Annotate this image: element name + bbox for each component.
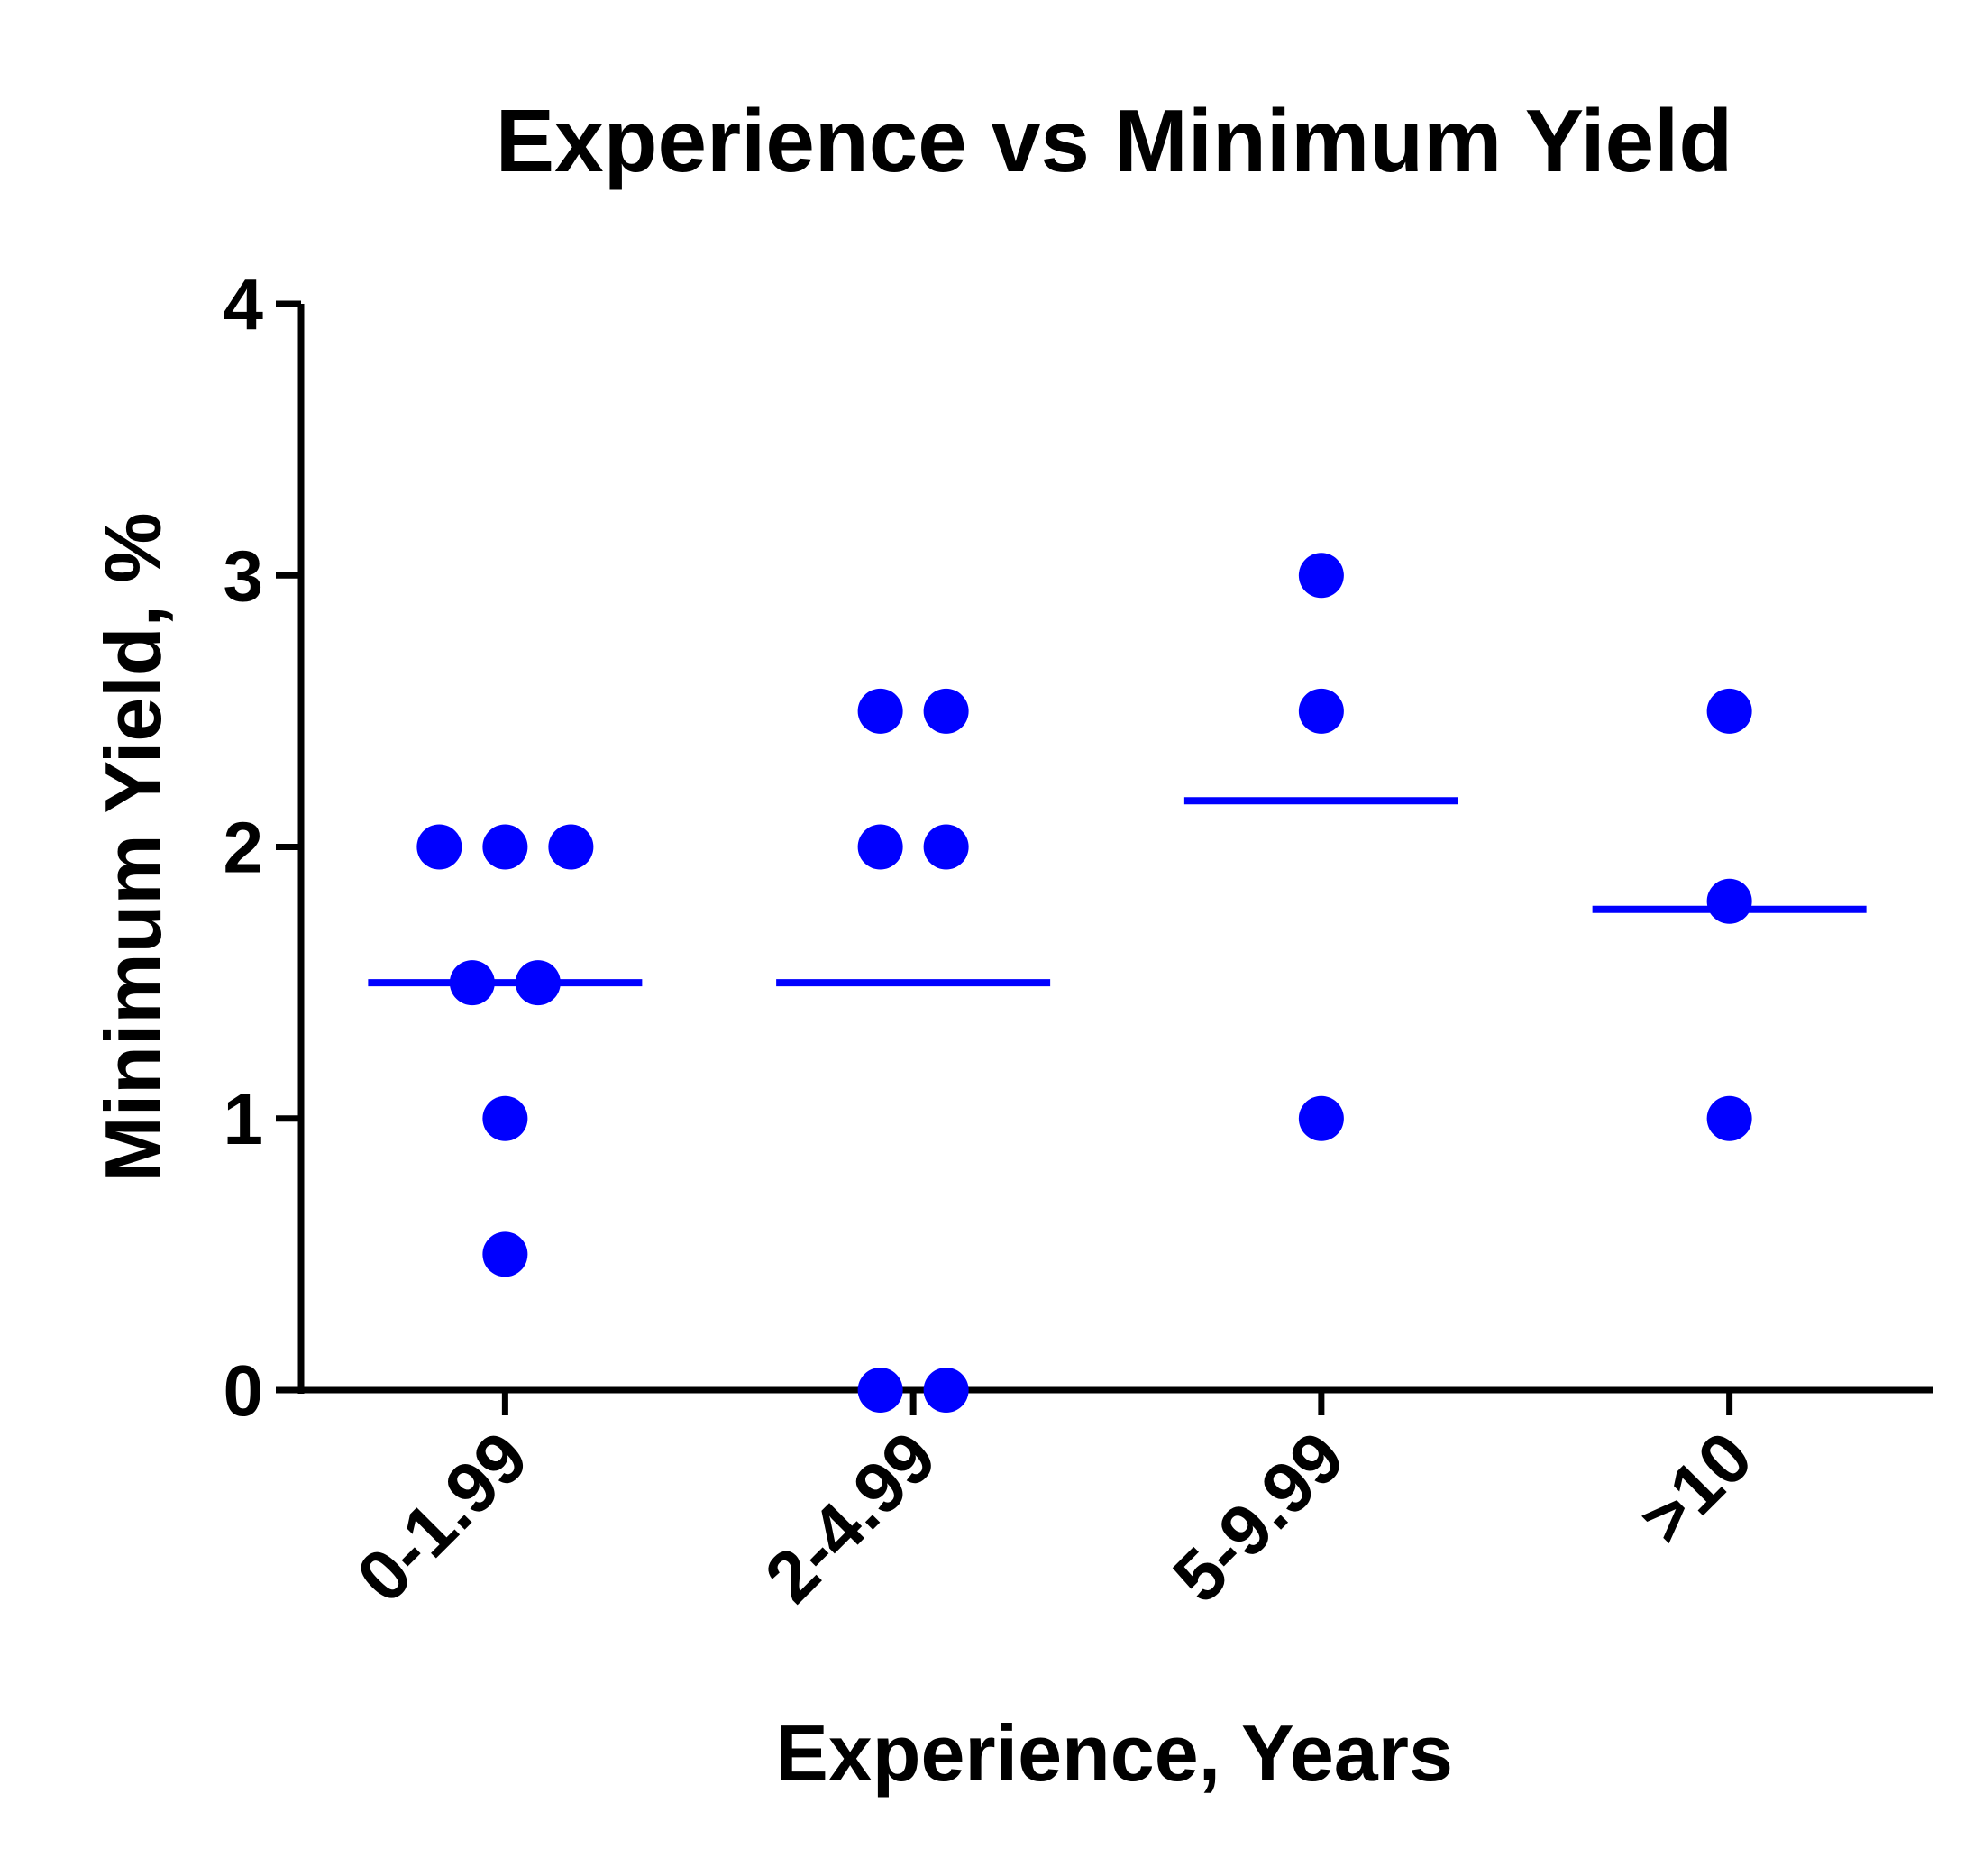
dot	[482, 824, 528, 870]
dot	[857, 1368, 903, 1413]
x-tick-label: >10	[1624, 1416, 1768, 1560]
y-tick-label: 2	[224, 808, 264, 888]
dot	[548, 824, 594, 870]
x-tick-label: 5-9.99	[1158, 1416, 1359, 1617]
dot	[1706, 878, 1752, 924]
dot	[857, 824, 903, 870]
dot	[923, 1368, 969, 1413]
dot	[1706, 688, 1752, 734]
dot	[1298, 688, 1344, 734]
y-tick-label: 3	[224, 535, 264, 616]
dot	[923, 688, 969, 734]
x-tick-label: 2-4.99	[750, 1416, 951, 1617]
chart-title: Experience vs Minimum Yield	[496, 91, 1733, 190]
y-tick-label: 1	[224, 1079, 264, 1159]
dot	[1298, 553, 1344, 599]
dot	[482, 1095, 528, 1141]
dot	[1298, 1095, 1344, 1141]
y-tick-label: 4	[224, 264, 264, 344]
x-axis-label: Experience, Years	[775, 1708, 1453, 1798]
x-tick-label: 0-1.99	[342, 1416, 543, 1617]
dot	[416, 824, 462, 870]
y-tick-label: 0	[224, 1350, 264, 1431]
dot	[482, 1231, 528, 1277]
y-axis-label: Minimum Yield, %	[88, 512, 178, 1182]
dot	[923, 824, 969, 870]
dot	[1706, 1095, 1752, 1141]
dot	[857, 688, 903, 734]
